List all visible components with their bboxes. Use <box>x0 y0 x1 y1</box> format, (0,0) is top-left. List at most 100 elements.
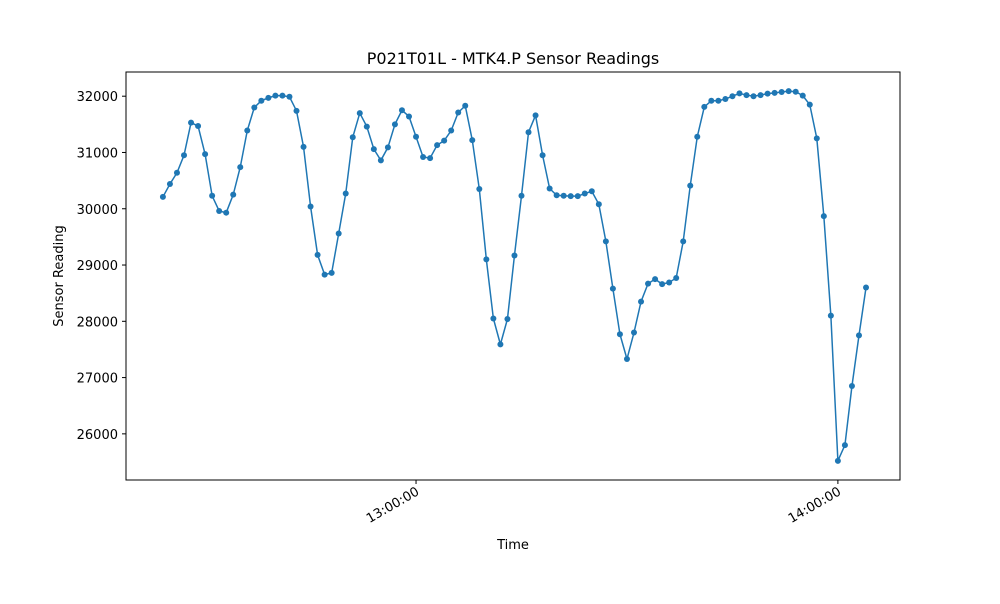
data-point <box>567 193 574 200</box>
data-point <box>188 119 195 126</box>
data-point <box>251 104 258 111</box>
data-point <box>413 133 420 140</box>
data-point <box>258 97 265 104</box>
data-point <box>673 274 680 281</box>
data-point <box>455 109 462 116</box>
data-point <box>216 208 223 215</box>
data-point <box>602 238 609 245</box>
data-point <box>314 251 321 258</box>
data-point <box>778 88 785 95</box>
data-point <box>384 144 391 151</box>
data-point <box>574 193 581 200</box>
y-tick-label: 32000 <box>77 90 118 105</box>
data-point <box>764 90 771 97</box>
data-point <box>476 186 483 193</box>
data-point <box>307 203 314 210</box>
data-point <box>300 143 307 150</box>
data-point <box>272 92 279 99</box>
data-point <box>666 279 673 286</box>
data-point <box>736 90 743 97</box>
data-point <box>771 89 778 96</box>
data-point <box>469 137 476 144</box>
y-tick-label: 29000 <box>77 259 118 274</box>
data-point <box>595 201 602 208</box>
data-point <box>757 92 764 99</box>
data-point <box>159 193 166 200</box>
data-point <box>202 151 209 158</box>
data-point <box>546 185 553 192</box>
data-point <box>715 97 722 104</box>
y-tick-label: 26000 <box>77 428 118 443</box>
data-point <box>560 192 567 199</box>
data-point <box>785 88 792 95</box>
data-point <box>750 93 757 100</box>
data-point <box>504 316 511 323</box>
data-point <box>173 169 180 176</box>
data-point <box>722 96 729 103</box>
data-point <box>370 146 377 153</box>
data-point <box>483 256 490 263</box>
data-point <box>701 103 708 110</box>
data-point <box>342 190 349 197</box>
data-point <box>609 285 616 292</box>
data-point <box>195 123 202 130</box>
y-tick-label: 28000 <box>77 315 118 330</box>
data-point <box>553 192 560 199</box>
data-point <box>581 190 588 197</box>
data-point <box>659 281 666 288</box>
data-point <box>237 164 244 171</box>
data-point <box>645 280 652 287</box>
data-point <box>490 315 497 322</box>
data-point <box>293 107 300 114</box>
data-point <box>806 101 813 108</box>
data-point <box>834 457 841 464</box>
data-point <box>813 135 820 142</box>
data-point <box>181 152 188 159</box>
data-point <box>377 157 384 164</box>
data-point <box>799 92 806 99</box>
x-axis-label: Time <box>496 538 529 553</box>
data-point <box>244 127 251 134</box>
data-point <box>405 113 412 120</box>
data-point <box>588 188 595 195</box>
data-point <box>427 155 434 162</box>
y-tick-label: 31000 <box>77 146 118 161</box>
y-tick-label: 30000 <box>77 203 118 218</box>
data-point <box>328 269 335 276</box>
data-point <box>729 93 736 100</box>
data-point <box>863 284 870 291</box>
data-point <box>223 209 230 216</box>
plot-frame <box>125 71 901 481</box>
data-point <box>708 97 715 104</box>
data-point <box>687 182 694 189</box>
data-point <box>848 383 855 390</box>
data-point <box>335 230 342 237</box>
chart-title: P021T01L - MTK4.P Sensor Readings <box>367 49 659 68</box>
data-point <box>743 92 750 99</box>
data-point <box>398 107 405 114</box>
data-point <box>525 129 532 136</box>
data-point <box>511 252 518 259</box>
data-point <box>420 153 427 160</box>
data-point <box>209 192 216 199</box>
data-point <box>286 93 293 100</box>
data-point <box>279 92 286 99</box>
data-point <box>448 127 455 134</box>
data-point <box>630 329 637 336</box>
y-tick-label: 27000 <box>77 372 118 387</box>
data-point <box>518 192 525 199</box>
y-axis-label: Sensor Reading <box>52 225 67 326</box>
data-point <box>166 180 173 187</box>
data-point <box>652 276 659 283</box>
data-point <box>321 271 328 278</box>
data-point <box>356 110 363 117</box>
data-point <box>638 298 645 305</box>
data-point <box>497 341 504 348</box>
data-point <box>827 312 834 319</box>
data-point <box>230 191 237 198</box>
data-point <box>792 88 799 95</box>
data-point <box>532 112 539 119</box>
data-point <box>623 356 630 363</box>
